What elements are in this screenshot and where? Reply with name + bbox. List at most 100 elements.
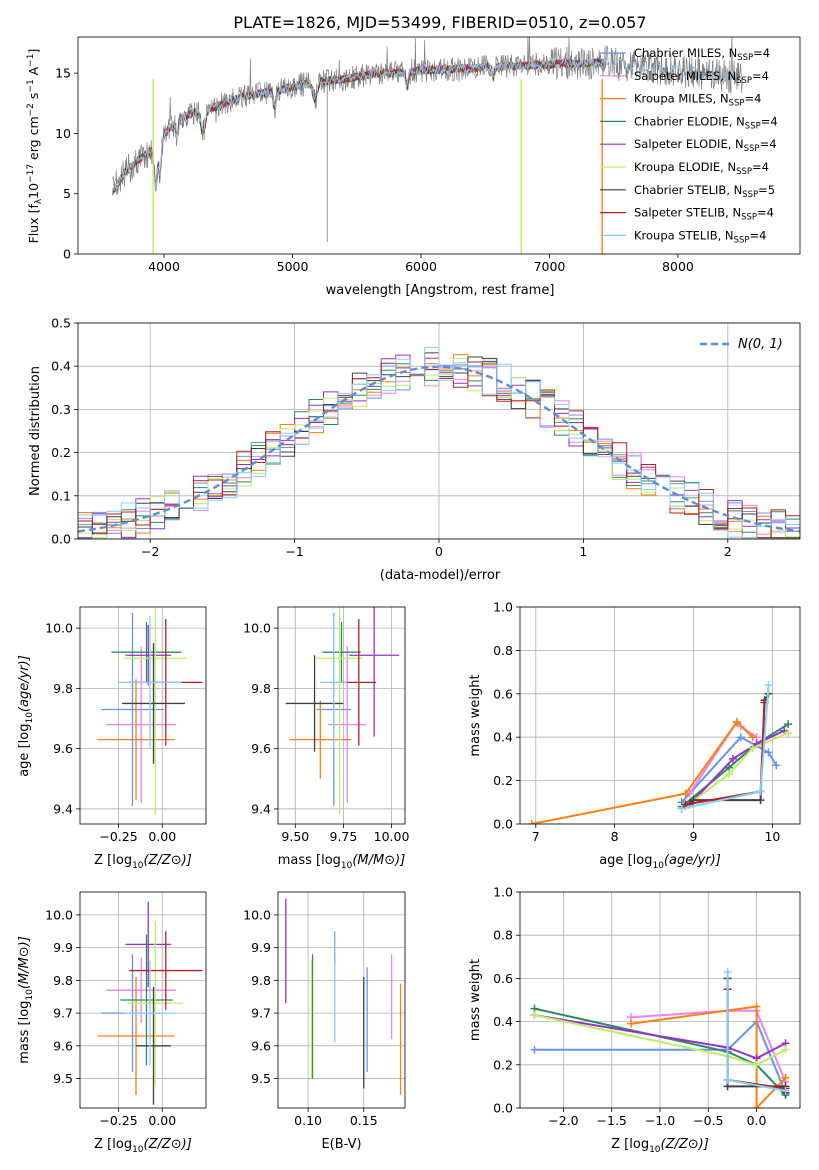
weight-line <box>685 731 789 808</box>
weight-marker <box>764 748 773 757</box>
panel-ebv-mass: 0.10 0.15 9.5 9.6 9.7 9.8 9.9 10.0 E(B-V) <box>243 891 406 1152</box>
plot-area <box>527 681 793 824</box>
y-tick-label: 10.0 <box>243 907 271 922</box>
y-tick-label: 0.4 <box>493 1014 513 1029</box>
panel-age-weight: 7 8 9 10 0.0 0.2 0.4 0.6 0.8 1.0 age [log10(age/yr… <box>468 600 801 871</box>
axes-frame <box>79 606 207 825</box>
x-tick-label: 9 <box>690 829 698 844</box>
y-tick-label: 0.0 <box>493 817 513 832</box>
y-tick-label: 9.7 <box>251 1006 271 1021</box>
weight-marker <box>756 796 765 805</box>
legend-label: Kroupa STELIB, NSSP=4 <box>634 228 766 245</box>
legend-label: Salpeter MILES, NSSP=4 <box>634 69 769 86</box>
legend-label: Kroupa MILES, NSSP=4 <box>634 92 761 109</box>
weight-line <box>534 1014 786 1060</box>
weight-marker <box>781 1045 790 1054</box>
y-axis-label: Flux [fλ10−17 erg cm−2 s−1 A−1] <box>26 49 44 244</box>
legend-label: Salpeter ELODIE, NSSP=4 <box>634 137 777 154</box>
y-tick-label: 9.6 <box>251 741 271 756</box>
weight-marker <box>772 761 781 770</box>
model-spectrum <box>112 58 604 191</box>
y-tick-label: 9.6 <box>53 741 73 756</box>
x-tick-label: 5000 <box>277 259 309 274</box>
y-axis-label: mass weight <box>468 674 483 756</box>
x-tick-label: −2 <box>141 544 159 559</box>
x-tick-label: −0.5 <box>693 1113 723 1128</box>
weight-marker <box>530 1045 539 1054</box>
y-tick-label: 9.4 <box>53 801 73 816</box>
x-axis-label: wavelength [Angstrom, rest frame] <box>326 283 555 298</box>
weight-marker <box>752 1104 761 1108</box>
axes-frame <box>77 322 801 540</box>
y-tick-label: 9.6 <box>53 1038 73 1053</box>
x-axis-label: E(B-V) <box>321 1137 361 1152</box>
y-tick-label: 10.0 <box>45 621 73 636</box>
weight-line <box>534 1014 786 1066</box>
y-tick-label: 10.0 <box>45 907 73 922</box>
y-tick-label: 9.5 <box>53 1071 73 1086</box>
y-axis-label: mass weight <box>468 959 483 1041</box>
weight-marker <box>784 720 793 729</box>
y-tick-label: 10 <box>55 126 71 141</box>
y-tick-label: 9.8 <box>53 681 73 696</box>
y-tick-label: 0.6 <box>493 971 513 986</box>
y-tick-label: 0.4 <box>51 359 71 374</box>
y-tick-label: 9.9 <box>251 940 271 955</box>
y-tick-label: 9.4 <box>251 801 271 816</box>
plot-area <box>285 607 400 815</box>
x-tick-label: 9.75 <box>330 829 358 844</box>
axes-frame <box>77 36 801 255</box>
weight-marker <box>728 754 737 763</box>
x-tick-label: 0 <box>435 544 443 559</box>
y-tick-label: 9.9 <box>53 940 73 955</box>
x-tick-label: −2.0 <box>548 1113 578 1128</box>
weight-line <box>531 720 754 824</box>
weight-marker <box>748 733 757 742</box>
axes-frame <box>277 606 406 825</box>
axes-frame <box>519 891 801 1109</box>
x-tick-label: 1 <box>579 544 587 559</box>
y-tick-label: 0 <box>63 247 71 262</box>
legend-label: Chabrier MILES, NSSP=4 <box>634 46 770 63</box>
x-tick-label: 4000 <box>148 259 180 274</box>
x-tick-label: −0.25 <box>99 1113 137 1128</box>
weight-line <box>630 1009 787 1083</box>
panel-residuals: −2 −1 0 1 2 0.0 0.1 0.2 0.3 0.4 0.5 (data-model)/er… <box>28 316 801 583</box>
panel-mass-age: 9.50 9.75 10.00 9.4 9.6 9.8 10.0 mass [log10(M/… <box>243 606 409 871</box>
weight-marker <box>736 733 745 742</box>
x-axis-label: (data-model)/error <box>380 568 501 583</box>
weight-line <box>534 1007 787 1096</box>
x-tick-label: 8000 <box>662 259 694 274</box>
y-tick-label: 5 <box>63 186 71 201</box>
x-tick-label: −1 <box>285 544 303 559</box>
weight-marker <box>725 770 734 779</box>
y-tick-label: 0.6 <box>493 686 513 701</box>
x-tick-label: 0.0 <box>747 1113 767 1128</box>
weight-marker <box>681 789 690 798</box>
plot-area <box>530 967 790 1108</box>
normal-curve <box>78 365 800 533</box>
x-tick-label: 2 <box>724 544 732 559</box>
panel-z-weight: −2.0 −1.5 −1.0 −0.5 0.0 0.0 0.2 0.4 0.6 0.8 1.0 Z [… <box>468 885 801 1155</box>
weight-marker <box>530 1011 539 1020</box>
x-tick-label: 0.00 <box>148 829 176 844</box>
panel-spectrum: 4000 5000 6000 7000 8000 0 5 10 15 wavelength [An… <box>26 36 801 298</box>
legend-label: N(0, 1) <box>738 337 783 352</box>
y-tick-label: 9.7 <box>53 1006 73 1021</box>
x-tick-label: 0.10 <box>294 1113 322 1128</box>
grid-lines <box>80 607 206 824</box>
grid-lines <box>278 892 405 1108</box>
axes-frame <box>519 606 801 825</box>
y-tick-label: 10.0 <box>243 621 271 636</box>
x-axis-label: Z [log10(Z/Z⊙)] <box>94 853 192 871</box>
y-axis-label: mass [log10(M/M⊙)] <box>17 936 35 1064</box>
plot-area <box>112 37 743 254</box>
weight-marker <box>527 820 536 824</box>
plot-area <box>285 898 402 1095</box>
y-tick-label: 9.5 <box>251 1071 271 1086</box>
y-tick-label: 0.0 <box>493 1101 513 1116</box>
weight-marker <box>781 1086 790 1095</box>
y-axis-label: Normed distribution <box>28 366 43 496</box>
x-tick-label: 7000 <box>534 259 566 274</box>
weight-marker <box>732 718 741 727</box>
